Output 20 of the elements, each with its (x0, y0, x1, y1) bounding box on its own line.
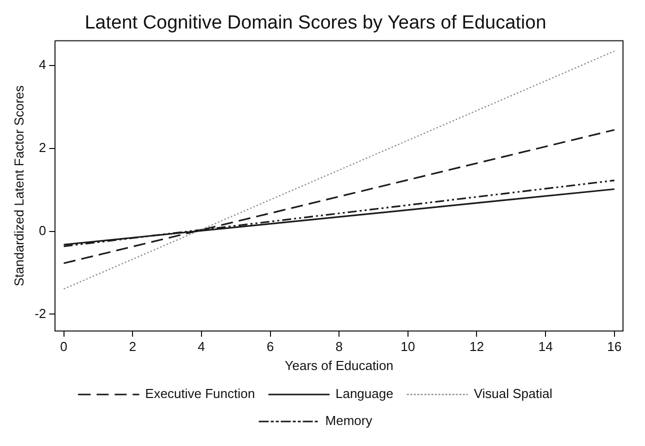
y-axis-title: Standardized Latent Factor Scores (11, 84, 26, 286)
legend-label: Visual Spatial (474, 386, 552, 402)
y-tick-label: 0 (38, 222, 46, 238)
x-tick-label: 0 (60, 339, 68, 354)
x-tick-label: 8 (335, 339, 343, 354)
legend-label: Executive Function (145, 386, 255, 402)
x-tick-label: 12 (470, 339, 484, 354)
x-tick-label: 16 (607, 339, 622, 354)
legend-label: Memory (325, 413, 373, 428)
y-tick-label: 4 (38, 57, 46, 72)
x-tick-label: 14 (538, 339, 553, 354)
x-tick-label: 6 (266, 339, 274, 354)
x-axis-title: Years of Education (284, 358, 394, 373)
legend-label: Language (335, 386, 394, 402)
y-tick-label: 2 (38, 140, 46, 156)
x-tick-label: 4 (198, 339, 206, 354)
x-tick-label: 10 (400, 339, 416, 354)
chart-title: Latent Cognitive Domain Scores by Years of Education (84, 12, 546, 34)
x-tick-label: 2 (128, 339, 136, 354)
y-tick-label: -2 (34, 306, 46, 321)
